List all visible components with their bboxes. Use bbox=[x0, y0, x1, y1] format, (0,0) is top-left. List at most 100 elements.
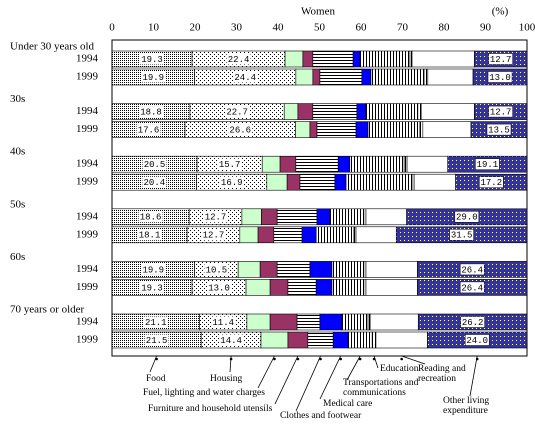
bar-segment bbox=[427, 68, 474, 86]
value-label-bg bbox=[141, 263, 166, 275]
legend-label: Clothes and footwear bbox=[280, 411, 362, 421]
value-label-bg bbox=[475, 158, 500, 170]
bar-segment bbox=[312, 50, 354, 68]
bar-segment bbox=[353, 226, 357, 244]
bar-segment bbox=[273, 226, 303, 244]
value-label: 26.4 bbox=[461, 283, 483, 293]
bar-segment bbox=[417, 103, 422, 120]
bar-segment bbox=[295, 68, 314, 86]
value-label: 19.9 bbox=[142, 265, 164, 275]
bar-segment bbox=[365, 261, 418, 278]
value-label: 31.5 bbox=[451, 231, 473, 241]
bar-segment bbox=[307, 331, 334, 349]
value-label-bg bbox=[144, 334, 169, 346]
value-label: 19.3 bbox=[141, 283, 163, 293]
value-label-bg bbox=[141, 71, 166, 83]
bar-segment bbox=[296, 313, 321, 331]
value-label: 17.6 bbox=[138, 125, 160, 135]
value-label: 13.0 bbox=[208, 283, 230, 293]
bar-segment bbox=[237, 261, 261, 278]
value-label-bg bbox=[217, 158, 242, 170]
value-label-bg bbox=[226, 53, 251, 65]
bar-segment bbox=[287, 279, 317, 296]
legend-label: Transportations and communications bbox=[343, 378, 419, 398]
bar-segment bbox=[365, 208, 407, 226]
y-tick-label: 1999 bbox=[76, 228, 99, 240]
bar-segment bbox=[371, 331, 377, 349]
value-label-bg bbox=[454, 211, 480, 223]
bar-segment bbox=[352, 50, 361, 68]
value-label: 14.4 bbox=[220, 336, 242, 346]
unit-label: (%) bbox=[492, 6, 509, 18]
bar-segment bbox=[329, 208, 365, 226]
legend-label: Furniture and household utensils bbox=[148, 404, 273, 414]
value-label-bg bbox=[219, 334, 244, 346]
leader-dot bbox=[155, 357, 158, 361]
leader-line bbox=[319, 355, 342, 400]
value-label-bg bbox=[488, 105, 513, 118]
bar-segment bbox=[241, 208, 262, 226]
leader-dot bbox=[475, 357, 479, 361]
value-label-bg bbox=[207, 281, 232, 293]
leader-dot bbox=[296, 357, 300, 361]
value-label-bg bbox=[140, 53, 165, 65]
leader-dot bbox=[339, 357, 342, 361]
bar-segment bbox=[363, 279, 367, 296]
value-label: 20.4 bbox=[144, 178, 166, 188]
bar-segment bbox=[349, 155, 405, 173]
bar-segment bbox=[332, 331, 349, 349]
bar-segment bbox=[309, 121, 318, 138]
group-label: 70 years or older bbox=[10, 304, 85, 316]
value-label: 17.2 bbox=[481, 178, 503, 188]
value-label: 12.7 bbox=[490, 55, 512, 65]
value-label: 18.1 bbox=[139, 231, 161, 241]
bar-segment bbox=[355, 121, 369, 138]
value-label: 29.0 bbox=[456, 213, 478, 223]
value-label: 13.5 bbox=[488, 125, 510, 135]
leader-dot bbox=[229, 357, 233, 361]
bar-segment bbox=[266, 173, 288, 191]
bar-segment bbox=[315, 279, 333, 296]
leader-dot bbox=[319, 357, 322, 361]
group-label: 50s bbox=[10, 198, 25, 210]
legend-label: Medical care bbox=[323, 399, 373, 409]
leader-line bbox=[401, 355, 426, 365]
bar-segment bbox=[345, 173, 413, 191]
bar-segment bbox=[315, 226, 355, 244]
value-label: 12.7 bbox=[205, 213, 227, 223]
bar-segment bbox=[411, 50, 475, 68]
bar-segment bbox=[341, 313, 369, 331]
legend-label: Other living expenditure bbox=[443, 396, 490, 416]
value-label-bg bbox=[464, 334, 490, 346]
leader-dot bbox=[372, 357, 376, 361]
bar-segment bbox=[297, 103, 314, 120]
value-label: 13.0 bbox=[489, 73, 511, 83]
value-label-bg bbox=[204, 263, 229, 275]
y-tick-label: 1999 bbox=[76, 123, 99, 135]
bar-segment bbox=[367, 121, 421, 138]
bar-segment bbox=[299, 173, 336, 191]
bar-segment bbox=[269, 313, 298, 331]
bar-segment bbox=[423, 68, 429, 86]
value-label-bg bbox=[487, 71, 513, 83]
bar-segment bbox=[403, 155, 408, 173]
bar-segment bbox=[363, 261, 367, 278]
value-label-bg bbox=[140, 281, 165, 293]
legend-label: Reading and recreation bbox=[418, 364, 466, 384]
bar-segment bbox=[337, 155, 351, 173]
bar-segment bbox=[245, 279, 271, 296]
legend-label: Food bbox=[146, 374, 166, 384]
bar-segment bbox=[334, 173, 347, 191]
bar-segment bbox=[259, 261, 278, 278]
value-label-bg bbox=[203, 211, 228, 223]
bar-segment bbox=[276, 208, 318, 226]
plot-frame bbox=[111, 39, 528, 357]
leader-dot bbox=[400, 357, 403, 361]
value-label: 26.2 bbox=[462, 318, 484, 328]
bar-segment bbox=[312, 68, 321, 86]
value-label-bg bbox=[479, 176, 504, 188]
bar-segment bbox=[319, 68, 363, 86]
bar-segment bbox=[316, 208, 331, 226]
